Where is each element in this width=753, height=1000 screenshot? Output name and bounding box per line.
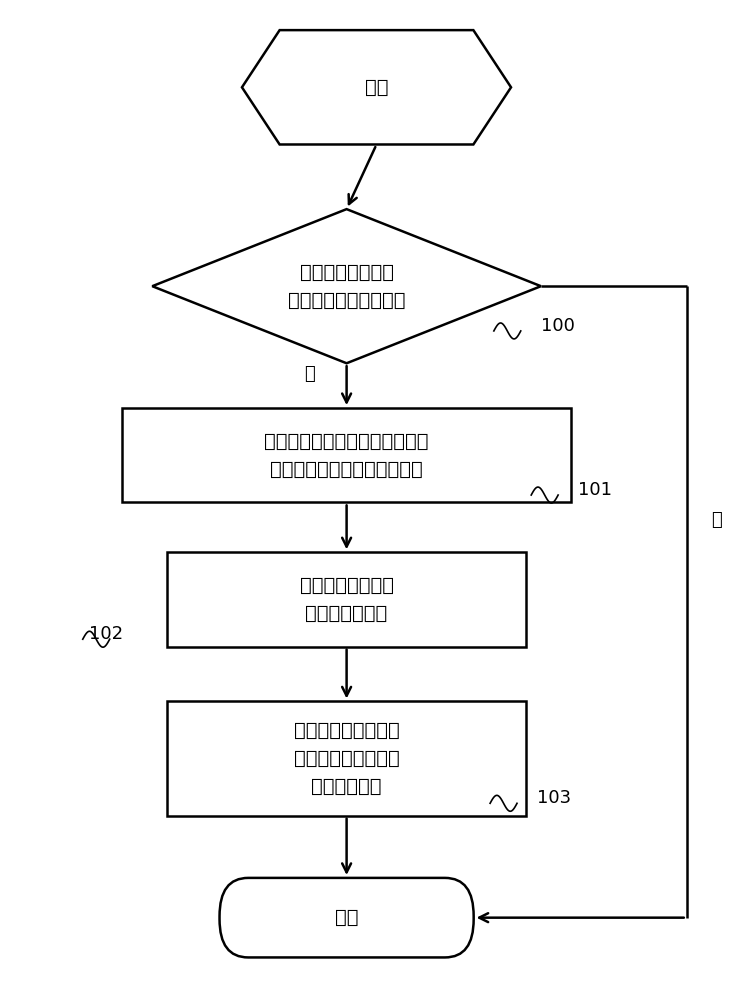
Text: 是: 是 <box>304 365 315 383</box>
Text: 102: 102 <box>89 625 123 643</box>
FancyBboxPatch shape <box>167 552 526 647</box>
Text: 101: 101 <box>578 481 612 499</box>
Text: 开始: 开始 <box>364 78 389 97</box>
Text: 控制所述智能手机执
行与所述指纹动作对
应的操作指令: 控制所述智能手机执 行与所述指纹动作对 应的操作指令 <box>294 721 400 796</box>
FancyBboxPatch shape <box>167 701 526 816</box>
FancyBboxPatch shape <box>220 878 474 957</box>
Text: 结束: 结束 <box>335 908 358 927</box>
FancyBboxPatch shape <box>123 408 571 502</box>
Text: 否: 否 <box>712 511 722 529</box>
Text: 读取输入的指纹，
判断所述指纹是否合法: 读取输入的指纹， 判断所述指纹是否合法 <box>288 263 405 310</box>
Polygon shape <box>152 209 541 363</box>
Text: 选取所述指纹动作
对应的操作指令: 选取所述指纹动作 对应的操作指令 <box>300 576 394 623</box>
Text: 100: 100 <box>541 317 575 335</box>
Text: 在一预设时长内判断是否接收到
触控手势输入，得到指纹动作: 在一预设时长内判断是否接收到 触控手势输入，得到指纹动作 <box>264 432 429 479</box>
Text: 103: 103 <box>537 789 572 807</box>
Polygon shape <box>242 30 511 144</box>
